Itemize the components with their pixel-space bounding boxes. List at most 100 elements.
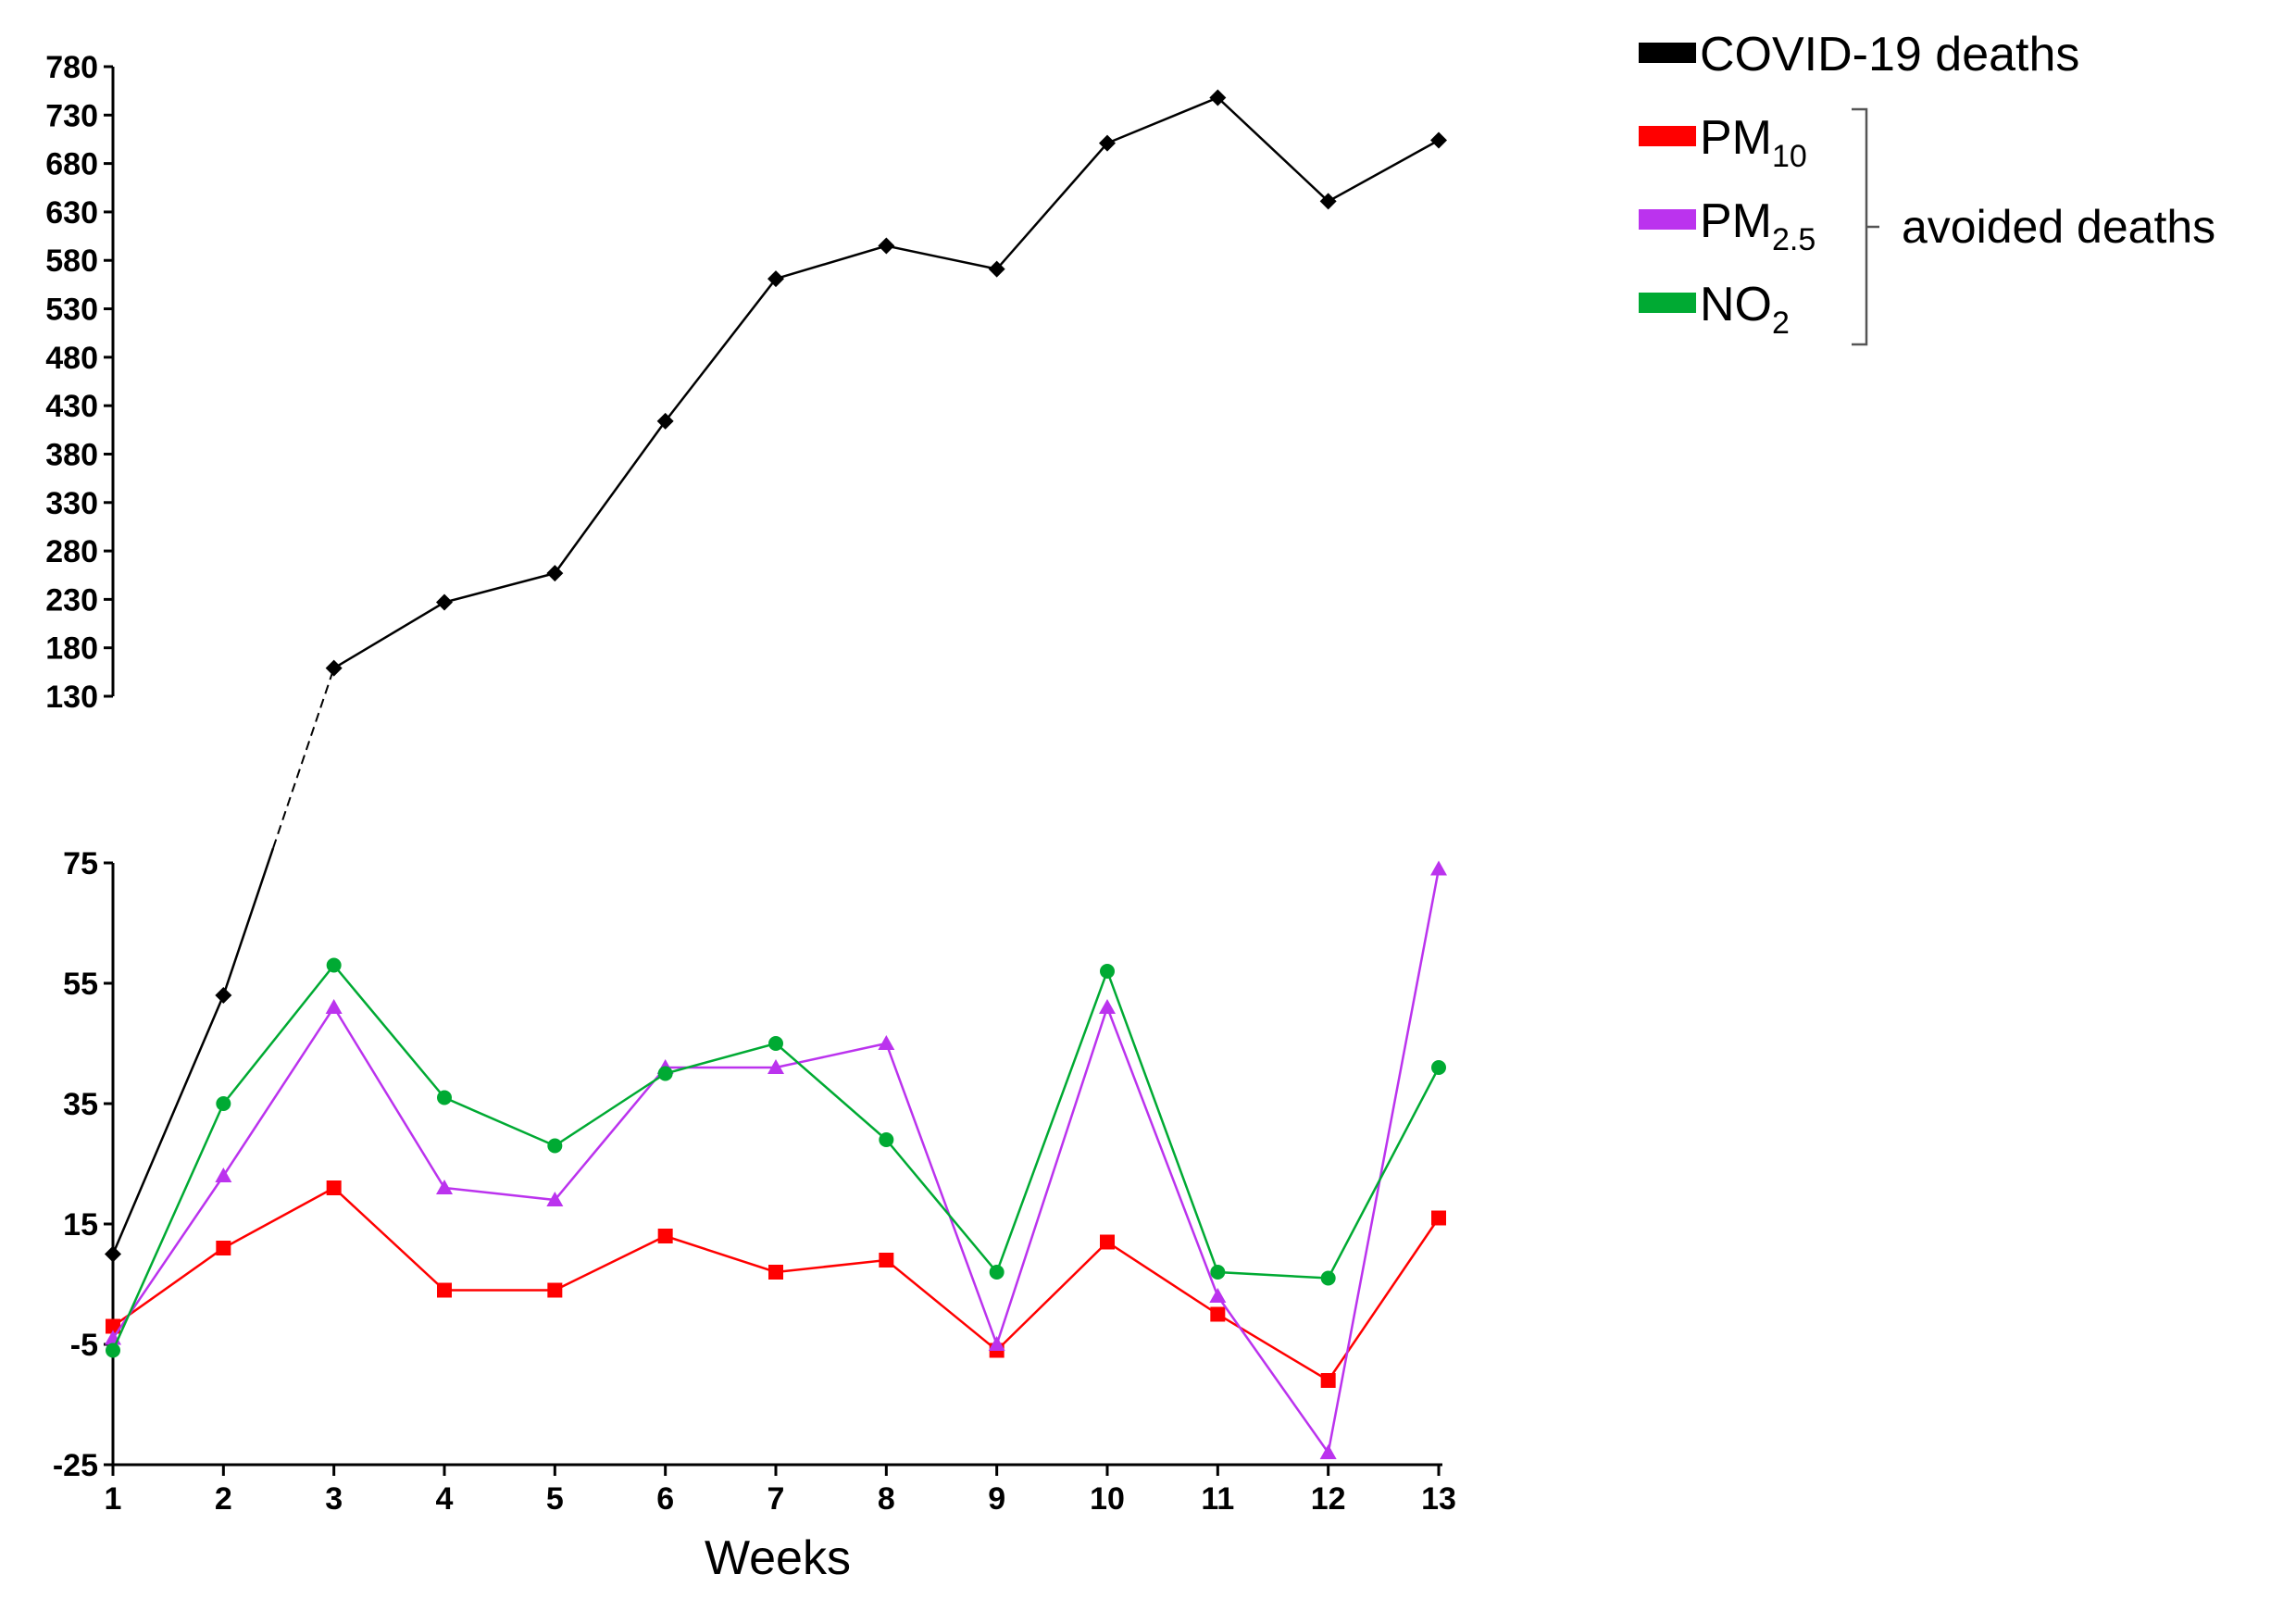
data-point (1209, 1288, 1227, 1303)
data-point (879, 1132, 894, 1147)
series-line (112, 1186, 1441, 1382)
legend-label-sub: 10 (1772, 139, 1807, 174)
data-point (1099, 999, 1116, 1014)
data-point (326, 1180, 342, 1195)
series-line-segment (111, 994, 225, 1255)
upper-y-tick-label: 130 (45, 680, 98, 715)
x-tick-label: 13 (1421, 1481, 1456, 1517)
series-line (111, 868, 1441, 1456)
data-point (768, 1265, 783, 1280)
data-point (879, 1253, 894, 1268)
x-tick-label: 1 (105, 1481, 122, 1517)
data-point (1210, 1265, 1226, 1280)
lower-y-tick-label: 35 (63, 1087, 98, 1122)
data-point (436, 593, 453, 611)
x-tick-label: 12 (1311, 1481, 1346, 1517)
upper-y-tick-label: 280 (45, 534, 98, 569)
data-point (1099, 134, 1116, 152)
data-point (767, 1059, 784, 1074)
upper-y-tick-label: 430 (45, 389, 98, 424)
lower-y-tick-label: 55 (63, 967, 98, 1002)
x-tick-label: 10 (1090, 1481, 1125, 1517)
lower-y-tick-label: -25 (53, 1448, 98, 1483)
data-point (215, 1168, 232, 1182)
data-point (326, 957, 342, 973)
data-point (546, 1192, 564, 1206)
legend-label: PM2.5 (1700, 194, 1816, 257)
upper-y-tick-label: 730 (45, 98, 98, 133)
data-point (325, 999, 343, 1014)
axes-layer: 780 730 680 630 580 530 480 430 380 330 280 230 180 1… (45, 50, 1456, 1517)
legend-item: PM10 (1639, 111, 1807, 174)
legend-item: COVID-19 deaths (1639, 28, 2079, 81)
data-point (1319, 193, 1337, 210)
data-point (1210, 1306, 1226, 1322)
data-point (106, 1318, 120, 1334)
legend: COVID-19 deaths PM10 PM2.5 NO2 avoided death… (1639, 28, 2215, 346)
upper-y-tick-label: 180 (45, 631, 98, 667)
data-point (325, 659, 343, 677)
legend-label: NO2 (1700, 278, 1790, 341)
data-point (437, 1282, 452, 1298)
upper-y-tick-label: 330 (45, 486, 98, 521)
data-point (1319, 1444, 1337, 1459)
x-tick-label: 7 (767, 1481, 785, 1517)
series-layer (105, 89, 1447, 1459)
data-point (989, 1265, 1004, 1280)
data-point (988, 1336, 1005, 1351)
series-line-segment (222, 847, 275, 996)
data-point (1100, 1234, 1115, 1250)
legend-label: COVID-19 deaths (1700, 28, 2079, 81)
data-point (768, 1036, 783, 1051)
x-tick-label: 11 (1201, 1481, 1234, 1517)
data-point (1430, 860, 1447, 876)
data-point (878, 1035, 895, 1050)
series-no2 (106, 957, 1446, 1358)
upper-y-tick-label: 480 (45, 341, 98, 376)
upper-y-tick-label: 630 (45, 195, 98, 231)
upper-y-tick-label: 780 (45, 50, 98, 85)
x-tick-label: 4 (436, 1481, 454, 1517)
legend-label: PM10 (1700, 111, 1807, 174)
legend-swatch (1639, 209, 1696, 230)
legend-label-main: COVID-19 deaths (1700, 28, 2079, 81)
data-point (106, 1342, 120, 1358)
legend-label-sub: 2 (1772, 306, 1790, 341)
data-point (436, 1180, 453, 1194)
x-tick-label: 5 (546, 1481, 564, 1517)
data-point (1431, 1060, 1446, 1075)
legend-label-main: PM (1700, 111, 1772, 165)
data-point (437, 1090, 452, 1105)
series-pm10 (106, 1180, 1446, 1388)
data-point (105, 1245, 121, 1263)
legend-swatch (1639, 43, 1696, 63)
x-tick-label: 2 (215, 1481, 232, 1517)
x-axis-title: Weeks (705, 1531, 851, 1585)
data-point (1100, 964, 1115, 979)
upper-y-tick-label: 380 (45, 437, 98, 472)
upper-y-tick-label: 580 (45, 244, 98, 279)
x-tick-label: 8 (878, 1481, 895, 1517)
data-point (767, 270, 784, 288)
legend-label-main: NO (1700, 278, 1772, 331)
legend-swatch (1639, 126, 1696, 146)
lower-y-tick-label: -5 (70, 1328, 98, 1363)
legend-label-main: PM (1700, 194, 1772, 248)
data-point (1320, 1270, 1336, 1286)
data-point (1209, 89, 1227, 106)
x-tick-label: 6 (656, 1481, 674, 1517)
lower-y-tick-label: 75 (63, 846, 98, 881)
legend-group-label: avoided deaths (1902, 201, 2215, 253)
data-point (216, 1096, 231, 1111)
data-point (878, 237, 895, 255)
legend-item: NO2 (1639, 278, 1790, 341)
data-point (216, 1241, 231, 1255)
series-line-break (272, 668, 335, 849)
x-tick-label: 9 (988, 1481, 1005, 1517)
data-point (656, 412, 674, 430)
series-pm2-5 (105, 860, 1447, 1459)
legend-bracket (1852, 107, 1868, 346)
series-line (111, 963, 1441, 1352)
series-covid-19-deaths (105, 89, 1447, 1263)
